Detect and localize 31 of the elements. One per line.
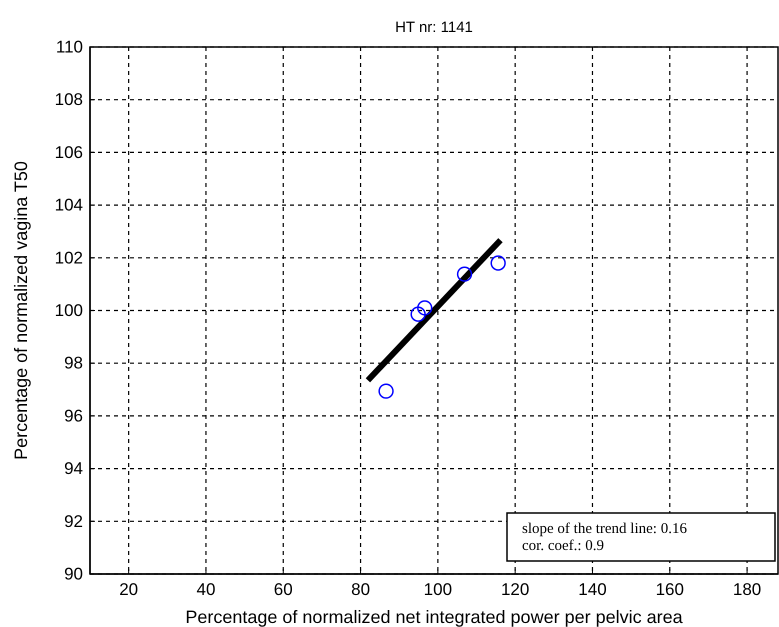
x-tick-label: 180 <box>732 580 762 600</box>
x-axis-title: Percentage of normalized net integrated power per pelvic area <box>185 607 684 627</box>
y-axis-title: Percentage of normalized vagina T50 <box>11 161 31 460</box>
point <box>490 255 506 271</box>
y-tick-label: 108 <box>54 90 83 110</box>
point <box>378 383 394 399</box>
point <box>410 306 426 322</box>
x-tick-label: 120 <box>500 580 530 600</box>
chart-title: HT nr: 1141 <box>395 19 473 36</box>
point <box>456 266 472 282</box>
x-tick-label: 80 <box>351 580 370 600</box>
x-tick-label: 60 <box>274 580 293 600</box>
point <box>417 300 432 316</box>
y-tick-label: 96 <box>64 406 83 426</box>
y-tick-label: 98 <box>64 354 83 373</box>
x-tick-label: 160 <box>656 580 684 600</box>
y-tick-label: 110 <box>56 37 83 56</box>
y-tick-label: 92 <box>64 512 83 531</box>
annotation: slope of the trend line: 0.16 <box>522 521 688 537</box>
x-tick-label: 100 <box>424 580 452 600</box>
x-tick-label: 140 <box>578 580 607 600</box>
y-tick-label: 102 <box>54 248 83 268</box>
annotation: cor. coef.: 0.9 <box>522 538 604 554</box>
y-tick-label: 106 <box>54 142 83 162</box>
text-box: slope of the trend line: 0.16 cor. coef.: 0.9 <box>506 512 776 562</box>
y-tick-label: 94 <box>64 459 83 478</box>
x-tick-label: 40 <box>196 580 216 600</box>
x-tick-label: 20 <box>119 580 138 600</box>
y-tick-label: 100 <box>54 300 83 320</box>
y-tick-label: 90 <box>64 564 83 584</box>
y-tick-label: 104 <box>54 196 83 215</box>
